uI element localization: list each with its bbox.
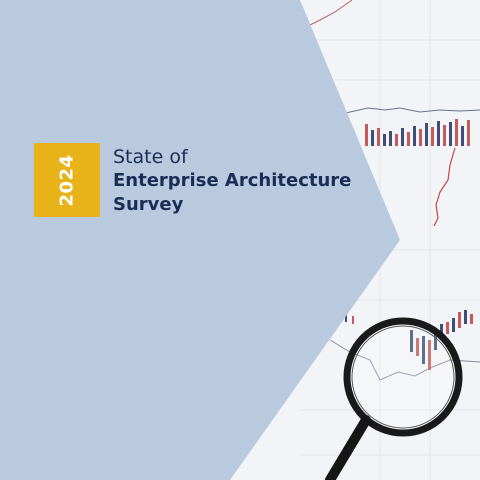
year-badge: 2024	[34, 143, 100, 217]
title-line-enterprise-architecture: Enterprise Architecture	[113, 170, 352, 191]
title-line-survey: Survey	[113, 194, 184, 215]
survey-title: State of Enterprise Architecture Survey	[113, 145, 363, 217]
year-text: 2024	[56, 153, 78, 207]
title-line-state-of: State of	[113, 146, 188, 168]
